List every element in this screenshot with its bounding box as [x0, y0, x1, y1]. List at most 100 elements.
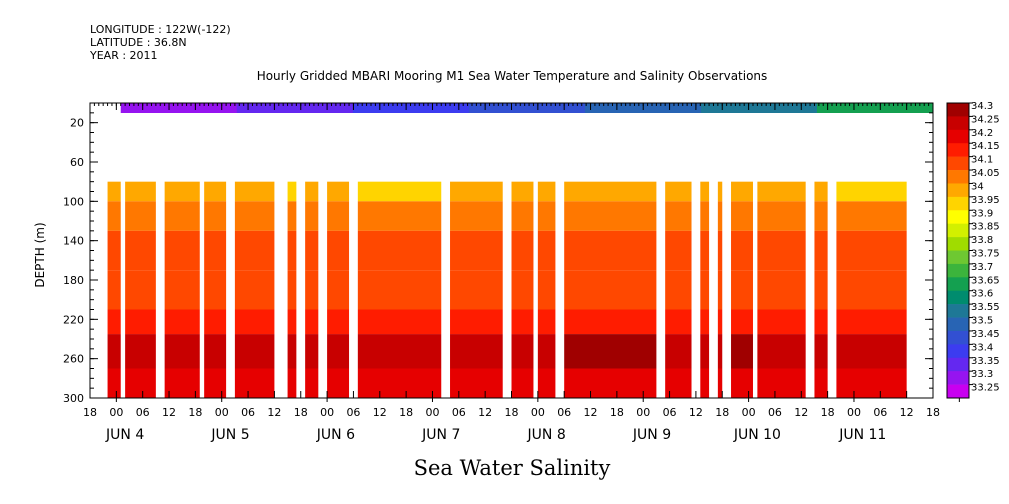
salinity-cell — [107, 368, 121, 398]
salinity-cell — [537, 181, 556, 202]
x-date-label: JUN 11 — [838, 427, 886, 443]
salinity-cell — [204, 309, 227, 335]
x-tick-label: 18 — [399, 406, 413, 419]
colorbar-label: 33.75 — [971, 249, 1000, 260]
salinity-cell — [537, 334, 556, 369]
salinity-cell — [450, 181, 503, 202]
colorbar-label: 33.95 — [971, 195, 1000, 206]
salinity-cell — [305, 309, 319, 335]
chart-title: Hourly Gridded MBARI Mooring M1 Sea Wate… — [257, 69, 768, 83]
salinity-cell — [665, 270, 692, 310]
salinity-cell — [204, 181, 227, 202]
salinity-cell — [757, 368, 806, 398]
salinity-cell — [287, 201, 297, 231]
salinity-cell — [757, 230, 806, 271]
salinity-cell — [107, 334, 121, 369]
salinity-cell — [125, 334, 156, 369]
salinity-cell — [700, 368, 710, 398]
salinity-cell — [287, 334, 297, 369]
colorbar-label: 33.8 — [971, 235, 993, 246]
salinity-cell — [164, 270, 200, 310]
salinity-cell — [287, 181, 297, 202]
y-tick-label: 100 — [63, 195, 84, 208]
colorbar-label: 33.4 — [971, 342, 993, 353]
salinity-cell — [511, 368, 534, 398]
y-axis-title: DEPTH (m) — [33, 222, 47, 287]
salinity-cell — [305, 181, 319, 202]
colorbar-swatch — [947, 156, 969, 171]
salinity-cell — [814, 230, 828, 271]
salinity-cell — [700, 201, 710, 231]
x-tick-label: 12 — [162, 406, 176, 419]
salinity-cell — [511, 309, 534, 335]
colorbar-label: 33.65 — [971, 275, 1000, 286]
salinity-cell — [564, 201, 657, 231]
colorbar-swatch — [947, 250, 969, 265]
salinity-cell — [450, 230, 503, 271]
salinity-cell — [125, 230, 156, 271]
colorbar-swatch — [947, 210, 969, 224]
salinity-cell — [234, 230, 275, 271]
salinity-cell — [357, 230, 442, 271]
salinity-cell — [125, 270, 156, 310]
x-tick-label: 18 — [505, 406, 519, 419]
salinity-cell — [511, 334, 534, 369]
salinity-cell — [204, 334, 227, 369]
salinity-cell — [234, 309, 275, 335]
x-tick-label: 00 — [742, 406, 756, 419]
surface-band-segment — [120, 103, 238, 113]
salinity-cell — [564, 334, 657, 369]
salinity-cell — [125, 201, 156, 231]
salinity-cell — [836, 181, 907, 202]
x-tick-label: 00 — [215, 406, 229, 419]
salinity-cell — [450, 334, 503, 369]
colorbar-label: 34 — [971, 181, 984, 192]
salinity-cell — [757, 334, 806, 369]
salinity-cell — [731, 181, 753, 202]
colorbar-label: 33.3 — [971, 369, 993, 380]
x-tick-label: 06 — [768, 406, 782, 419]
salinity-cell — [204, 201, 227, 231]
colorbar-label: 34.05 — [971, 168, 1000, 179]
salinity-cell — [305, 270, 319, 310]
x-date-label: JUN 7 — [421, 427, 460, 443]
x-tick-label: 06 — [873, 406, 887, 419]
colorbar-swatch — [947, 116, 969, 131]
salinity-cell — [327, 230, 350, 271]
x-tick-label: 06 — [663, 406, 677, 419]
salinity-cell — [287, 368, 297, 398]
salinity-cell — [287, 270, 297, 310]
salinity-cell — [564, 181, 657, 202]
salinity-cell — [357, 309, 442, 335]
salinity-cell — [731, 368, 753, 398]
x-date-label: JUN 9 — [632, 427, 671, 443]
x-tick-label: 00 — [636, 406, 650, 419]
colorbar-label: 34.1 — [971, 155, 993, 166]
salinity-cell — [665, 230, 692, 271]
x-tick-label: 00 — [320, 406, 334, 419]
salinity-cell — [814, 309, 828, 335]
salinity-cell — [450, 368, 503, 398]
surface-band-segment — [352, 103, 470, 113]
colorbar-label: 33.6 — [971, 289, 993, 300]
salinity-cell — [731, 334, 753, 369]
colorbar-swatch — [947, 371, 969, 385]
x-tick-label: 18 — [926, 406, 940, 419]
salinity-cell — [564, 270, 657, 310]
salinity-cell — [204, 270, 227, 310]
salinity-cell — [564, 309, 657, 335]
x-tick-label: 18 — [294, 406, 308, 419]
colorbar-label: 33.55 — [971, 302, 1000, 313]
colorbar-label: 33.7 — [971, 262, 993, 273]
colorbar-swatch — [947, 263, 969, 278]
salinity-cell — [717, 309, 723, 335]
x-tick-label: 06 — [136, 406, 150, 419]
bottom-title: Sea Water Salinity — [414, 456, 611, 480]
salinity-cell — [450, 270, 503, 310]
y-tick-label: 20 — [70, 117, 84, 130]
colorbar-swatch — [947, 330, 969, 345]
colorbar-swatch — [947, 223, 969, 238]
salinity-cell — [327, 368, 350, 398]
